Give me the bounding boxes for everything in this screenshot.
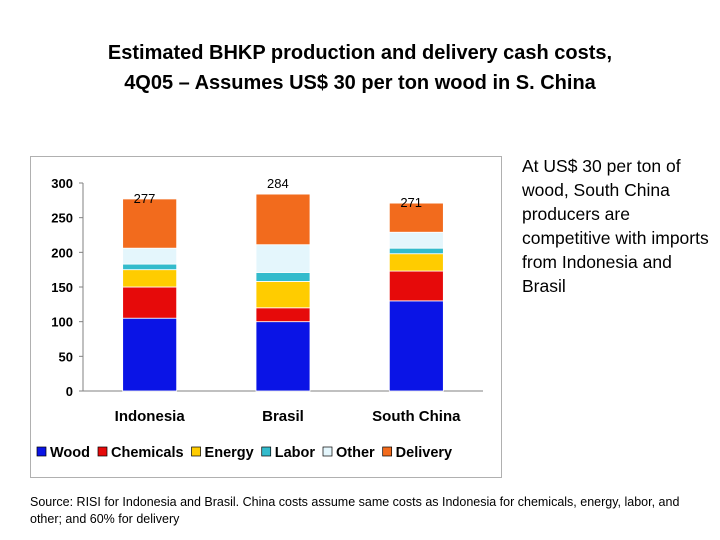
bar-segment bbox=[255, 321, 311, 392]
legend-swatch bbox=[382, 446, 393, 457]
source-note: Source: RISI for Indonesia and Brasil. C… bbox=[30, 495, 680, 526]
side-note: At US$ 30 per ton of wood, South China p… bbox=[522, 156, 709, 296]
bar-segment bbox=[255, 272, 311, 282]
title-line-1: Estimated BHKP production and delivery c… bbox=[107, 42, 613, 64]
legend-label: Labor bbox=[275, 445, 316, 461]
y-tick-label: 300 bbox=[51, 176, 73, 191]
chart-frame: 0 50 100 150 200 250 300 277 Indonesia 284 Brasil 2… bbox=[30, 156, 502, 478]
bar-total-label: 284 bbox=[267, 176, 289, 191]
x-category-label: Brasil bbox=[262, 408, 304, 425]
bar-segment bbox=[388, 231, 444, 249]
legend-swatch bbox=[322, 446, 333, 457]
bar-segment bbox=[255, 307, 311, 323]
y-tick-label: 150 bbox=[51, 280, 73, 295]
bar-segment bbox=[255, 244, 311, 273]
legend-label: Wood bbox=[50, 445, 90, 461]
legend-swatch bbox=[261, 446, 272, 457]
bar-segment bbox=[122, 317, 178, 392]
bar-segment bbox=[388, 253, 444, 272]
legend-label: Delivery bbox=[396, 445, 452, 461]
y-tick-label: 100 bbox=[51, 315, 73, 330]
y-tick-label: 250 bbox=[51, 211, 73, 226]
x-category-label: Indonesia bbox=[115, 408, 186, 425]
legend-label: Energy bbox=[205, 445, 254, 461]
y-tick-label: 50 bbox=[59, 349, 73, 364]
bar-total-label: 277 bbox=[134, 191, 156, 206]
bar-segment bbox=[122, 269, 178, 288]
bar-segment bbox=[388, 270, 444, 302]
legend-swatch bbox=[191, 446, 201, 457]
legend-label: Chemicals bbox=[111, 445, 184, 461]
bar-segment bbox=[255, 193, 311, 246]
x-category-label: South China bbox=[372, 408, 461, 425]
bar-segment bbox=[122, 247, 178, 265]
y-tick-label: 0 bbox=[66, 384, 73, 399]
y-tick-label: 200 bbox=[51, 245, 73, 260]
title-line-2: 4Q05 – Assumes US$ 30 per ton wood in S.… bbox=[124, 72, 596, 94]
bar-segment bbox=[122, 263, 178, 271]
bar-segment bbox=[122, 286, 178, 319]
legend-swatch bbox=[36, 446, 47, 457]
legend-label: Other bbox=[336, 445, 375, 461]
slide-title: Estimated BHKP production and delivery c… bbox=[20, 38, 700, 98]
bar-total-label: 271 bbox=[400, 195, 422, 210]
stacked-bar-chart: 0 50 100 150 200 250 300 277 Indonesia 284 Brasil 2… bbox=[36, 176, 483, 461]
bar-segment bbox=[388, 247, 444, 255]
bar-segment bbox=[388, 202, 444, 233]
bar-segment bbox=[255, 281, 311, 309]
bar-segment bbox=[388, 300, 444, 392]
legend-swatch bbox=[97, 446, 108, 457]
bar-segment bbox=[122, 198, 178, 249]
